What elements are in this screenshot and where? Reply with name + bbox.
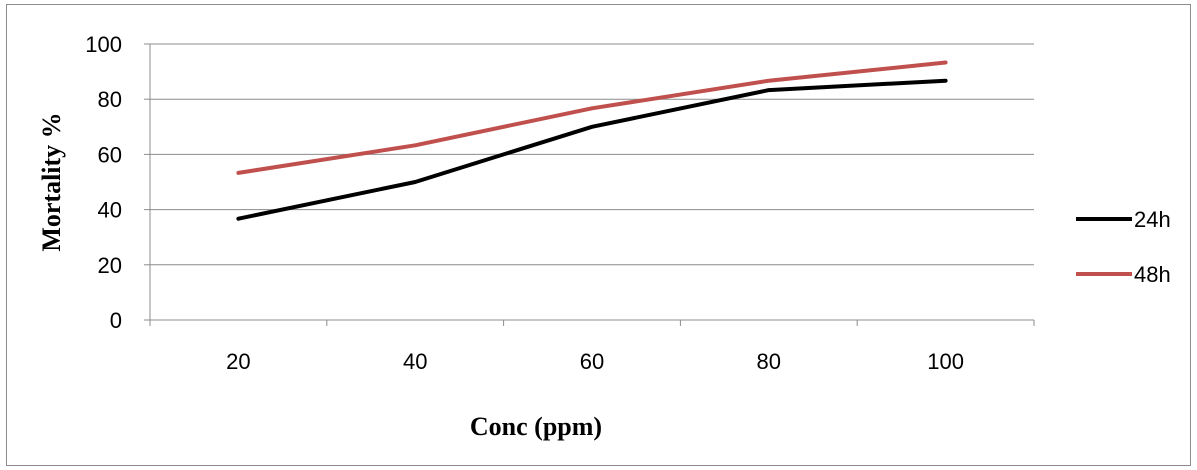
x-tick-label: 60 <box>580 349 604 374</box>
chart-frame <box>6 4 1191 466</box>
y-axis-title: Mortality % <box>37 112 66 251</box>
x-tick-label: 20 <box>226 349 250 374</box>
y-tick-labels: 0 20 40 60 80 100 <box>85 32 122 333</box>
legend-label-24h: 24h <box>1134 207 1171 232</box>
y-tick-label: 80 <box>98 87 122 112</box>
y-tick-label: 40 <box>98 198 122 223</box>
series-line-24h <box>236 78 948 221</box>
x-tick-label: 100 <box>927 349 964 374</box>
axes <box>144 43 1035 326</box>
x-axis-title: Conc (ppm) <box>470 412 602 441</box>
x-tick-label: 40 <box>403 349 427 374</box>
y-tick-label: 60 <box>98 142 122 167</box>
y-tick-label: 100 <box>85 32 122 57</box>
legend: 24h 48h <box>1076 207 1171 287</box>
gridlines <box>150 43 1034 266</box>
series-line-48h <box>236 60 948 175</box>
y-tick-label: 0 <box>110 308 122 333</box>
x-tick-labels: 20 40 60 80 100 <box>226 349 964 374</box>
series-lines <box>236 60 948 221</box>
legend-label-48h: 48h <box>1134 262 1171 287</box>
y-tick-label: 20 <box>98 253 122 278</box>
x-tick-label: 80 <box>757 349 781 374</box>
